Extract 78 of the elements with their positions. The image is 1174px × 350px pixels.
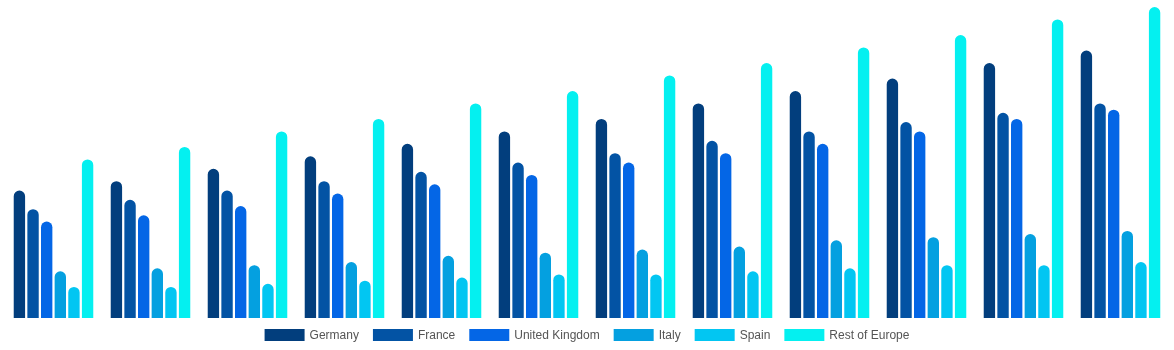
bar [1080, 50, 1093, 318]
bar [469, 103, 482, 318]
bar [663, 75, 676, 318]
bar [207, 168, 220, 318]
bar [81, 159, 94, 318]
bar [941, 265, 953, 318]
bar [151, 268, 163, 318]
bar [886, 78, 899, 318]
bar [1094, 103, 1106, 318]
bar [221, 190, 233, 318]
bar [262, 283, 274, 318]
bar [415, 171, 427, 318]
bar [553, 274, 565, 318]
bar [706, 140, 718, 318]
bar [372, 118, 385, 318]
bar [927, 237, 939, 318]
legend-label: Spain [739, 328, 771, 342]
bar [747, 271, 759, 318]
bar [526, 174, 538, 318]
bar [650, 274, 662, 318]
legend-label: Rest of Europe [829, 328, 910, 342]
bar [248, 265, 260, 318]
bar [954, 34, 967, 318]
bar [900, 122, 912, 318]
bar [1121, 230, 1133, 318]
bar [733, 246, 745, 318]
bar [13, 190, 26, 318]
bar [595, 118, 608, 318]
bar [110, 181, 123, 318]
bar [566, 90, 579, 318]
bar [1038, 265, 1050, 318]
bar [636, 249, 648, 318]
bar [830, 240, 842, 318]
bar [983, 62, 996, 318]
bar [1135, 262, 1147, 318]
bar [27, 209, 39, 318]
legend-label: Italy [658, 328, 681, 342]
bar [41, 221, 53, 318]
bar [178, 146, 191, 318]
legend-label: United Kingdom [514, 328, 600, 342]
bar [512, 162, 524, 318]
bar [760, 62, 773, 318]
bar [442, 255, 454, 318]
bar [304, 156, 317, 318]
bar [1051, 19, 1064, 318]
bar [54, 271, 66, 318]
bar [165, 286, 177, 318]
bar [68, 286, 80, 318]
bar [720, 153, 732, 318]
bar [456, 277, 468, 318]
bar [275, 131, 288, 318]
legend-label: France [417, 328, 456, 342]
bar [817, 143, 829, 318]
bar [857, 47, 870, 318]
bar [997, 112, 1009, 318]
bar [623, 162, 635, 318]
bar [789, 90, 802, 318]
bar [345, 262, 357, 318]
bar [692, 103, 705, 318]
bar [539, 252, 551, 318]
bar [359, 280, 371, 318]
bar [498, 131, 511, 318]
legend-label: Germany [309, 328, 359, 342]
bar [1024, 234, 1036, 318]
bar [429, 184, 441, 318]
bar [1011, 118, 1023, 318]
bar [1108, 109, 1120, 318]
bar [401, 143, 414, 318]
bar [609, 153, 621, 318]
bar [332, 193, 344, 318]
bar [803, 131, 815, 318]
bar [1148, 7, 1161, 318]
bar [124, 199, 136, 318]
bar [138, 215, 150, 318]
bar [318, 181, 330, 318]
bar [844, 268, 856, 318]
bar [914, 131, 926, 318]
bar [235, 206, 247, 318]
